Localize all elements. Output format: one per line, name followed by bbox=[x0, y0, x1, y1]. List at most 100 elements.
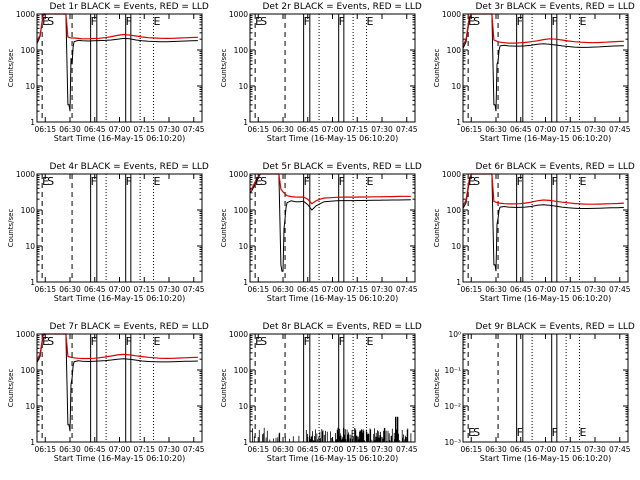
chart-title: Det 3r BLACK = Events, RED = LLD bbox=[476, 2, 635, 12]
x-tick-label: 07:15 bbox=[559, 285, 581, 294]
x-tick-label: 06:45 bbox=[297, 445, 319, 454]
time-marker-label: E bbox=[367, 175, 374, 188]
y-tick-label: 10 bbox=[238, 402, 248, 411]
x-tick-label: 06:45 bbox=[297, 285, 319, 294]
y-tick-label: 10⁻³ bbox=[444, 438, 461, 447]
x-tick-label: 07:00 bbox=[535, 285, 557, 294]
time-marker-label: F bbox=[304, 335, 310, 348]
x-tick-label: 07:45 bbox=[183, 125, 205, 134]
series-line-events bbox=[462, 173, 624, 272]
x-tick-label: 07:15 bbox=[133, 445, 155, 454]
chart-panel: Det 6r BLACK = Events, RED = LLD 1 10 100 10… bbox=[433, 162, 635, 303]
y-tick-label: 10 bbox=[238, 242, 248, 251]
time-marker-label: S bbox=[47, 335, 54, 348]
time-marker-label: E bbox=[154, 335, 161, 348]
chart-panel: Det 4r BLACK = Events, RED = LLD 1 10 100 10… bbox=[7, 162, 209, 303]
time-marker-label: F bbox=[552, 426, 558, 439]
y-axis-label: Counts/sec bbox=[220, 209, 228, 248]
y-axis-label: Counts/sec bbox=[7, 369, 15, 408]
x-axis-label: Start Time (16-May-15 06:10:20) bbox=[267, 134, 398, 143]
y-axis-label: Counts/sec bbox=[220, 369, 228, 408]
x-tick-label: 07:45 bbox=[396, 125, 418, 134]
plot-frame bbox=[462, 173, 629, 283]
x-tick-label: 07:30 bbox=[158, 285, 180, 294]
x-tick-label: 07:30 bbox=[584, 125, 606, 134]
y-tick-label: 1000 bbox=[16, 330, 35, 339]
y-tick-label: 1000 bbox=[16, 10, 35, 19]
x-axis-label: Start Time (16-May-15 06:10:20) bbox=[267, 454, 398, 463]
chart-panel: Det 1r BLACK = Events, RED = LLD 1 10 100 10… bbox=[7, 2, 209, 143]
x-tick-label: 07:45 bbox=[183, 445, 205, 454]
x-tick-label: 06:30 bbox=[485, 445, 507, 454]
x-tick-label: 07:00 bbox=[109, 125, 131, 134]
y-tick-label: 100 bbox=[21, 366, 36, 375]
x-tick-label: 06:15 bbox=[460, 125, 482, 134]
x-axis-label: Start Time (16-May-15 06:10:20) bbox=[480, 294, 611, 303]
x-tick-label: 06:15 bbox=[34, 125, 56, 134]
x-tick-label: 06:15 bbox=[460, 445, 482, 454]
chart-title: Det 8r BLACK = Events, RED = LLD bbox=[263, 322, 422, 332]
y-tick-label: 10 bbox=[25, 242, 35, 251]
time-marker-label: F bbox=[126, 15, 132, 28]
chart-title: Det 7r BLACK = Events, RED = LLD bbox=[50, 322, 209, 332]
series-line-lld bbox=[249, 173, 411, 205]
x-axis-label: Start Time (16-May-15 06:10:20) bbox=[54, 454, 185, 463]
x-tick-label: 07:00 bbox=[322, 445, 344, 454]
x-tick-label: 06:30 bbox=[59, 445, 81, 454]
time-marker-label: E bbox=[367, 15, 374, 28]
series-line-events bbox=[249, 173, 411, 272]
x-tick-label: 07:15 bbox=[346, 285, 368, 294]
time-marker-label: F bbox=[91, 335, 97, 348]
x-axis-label: Start Time (16-May-15 06:10:20) bbox=[480, 454, 611, 463]
x-tick-label: 06:45 bbox=[510, 285, 532, 294]
series-line-events bbox=[36, 333, 198, 432]
time-marker-label: E bbox=[42, 15, 49, 28]
time-marker-label: F bbox=[126, 335, 132, 348]
x-axis-label: Start Time (16-May-15 06:10:20) bbox=[267, 294, 398, 303]
chart-panel: Det 2r BLACK = Events, RED = LLD 1 10 100 10… bbox=[220, 2, 422, 143]
time-marker-label: E bbox=[468, 426, 475, 439]
x-tick-label: 07:30 bbox=[158, 445, 180, 454]
time-marker-label: E bbox=[154, 15, 161, 28]
chart-title: Det 9r BLACK = Events, RED = LLD bbox=[476, 322, 635, 332]
time-marker-label: S bbox=[47, 175, 54, 188]
x-tick-label: 07:15 bbox=[559, 125, 581, 134]
series-line-lld bbox=[462, 173, 624, 207]
y-tick-label: 100 bbox=[234, 206, 249, 215]
y-tick-label: 10 bbox=[451, 242, 461, 251]
time-marker-label: E bbox=[468, 15, 475, 28]
x-tick-label: 07:30 bbox=[371, 285, 393, 294]
y-axis-label: Counts/sec bbox=[433, 209, 441, 248]
x-tick-label: 07:45 bbox=[396, 445, 418, 454]
x-tick-label: 07:45 bbox=[396, 285, 418, 294]
y-tick-label: 100 bbox=[447, 46, 462, 55]
plot-frame bbox=[36, 13, 203, 123]
y-tick-label: 1 bbox=[30, 438, 35, 447]
x-tick-label: 06:30 bbox=[59, 285, 81, 294]
x-tick-label: 07:30 bbox=[371, 445, 393, 454]
time-marker-label: E bbox=[580, 175, 587, 188]
time-marker-label: F bbox=[517, 426, 523, 439]
time-marker-label: S bbox=[473, 175, 480, 188]
x-tick-label: 06:45 bbox=[297, 125, 319, 134]
x-tick-label: 07:45 bbox=[609, 125, 631, 134]
y-axis-label: Counts/sec bbox=[433, 369, 441, 408]
time-marker-label: F bbox=[126, 175, 132, 188]
time-marker-label: F bbox=[517, 15, 523, 28]
x-tick-label: 06:45 bbox=[84, 445, 106, 454]
x-tick-label: 06:30 bbox=[272, 445, 294, 454]
time-marker-label: E bbox=[154, 175, 161, 188]
chart-panel: Det 8r BLACK = Events, RED = LLD 1 10 100 10… bbox=[220, 322, 422, 463]
x-tick-label: 06:15 bbox=[247, 445, 269, 454]
y-axis-label: Counts/sec bbox=[220, 49, 228, 88]
x-tick-label: 06:30 bbox=[485, 285, 507, 294]
y-tick-label: 100 bbox=[447, 206, 462, 215]
chart-title: Det 2r BLACK = Events, RED = LLD bbox=[263, 2, 422, 12]
plot-frame bbox=[462, 333, 629, 443]
time-marker-label: E bbox=[42, 175, 49, 188]
time-marker-label: S bbox=[473, 15, 480, 28]
y-axis-label: Counts/sec bbox=[7, 209, 15, 248]
time-marker-label: E bbox=[255, 175, 262, 188]
plot-frame bbox=[36, 333, 203, 443]
x-tick-label: 06:45 bbox=[84, 125, 106, 134]
